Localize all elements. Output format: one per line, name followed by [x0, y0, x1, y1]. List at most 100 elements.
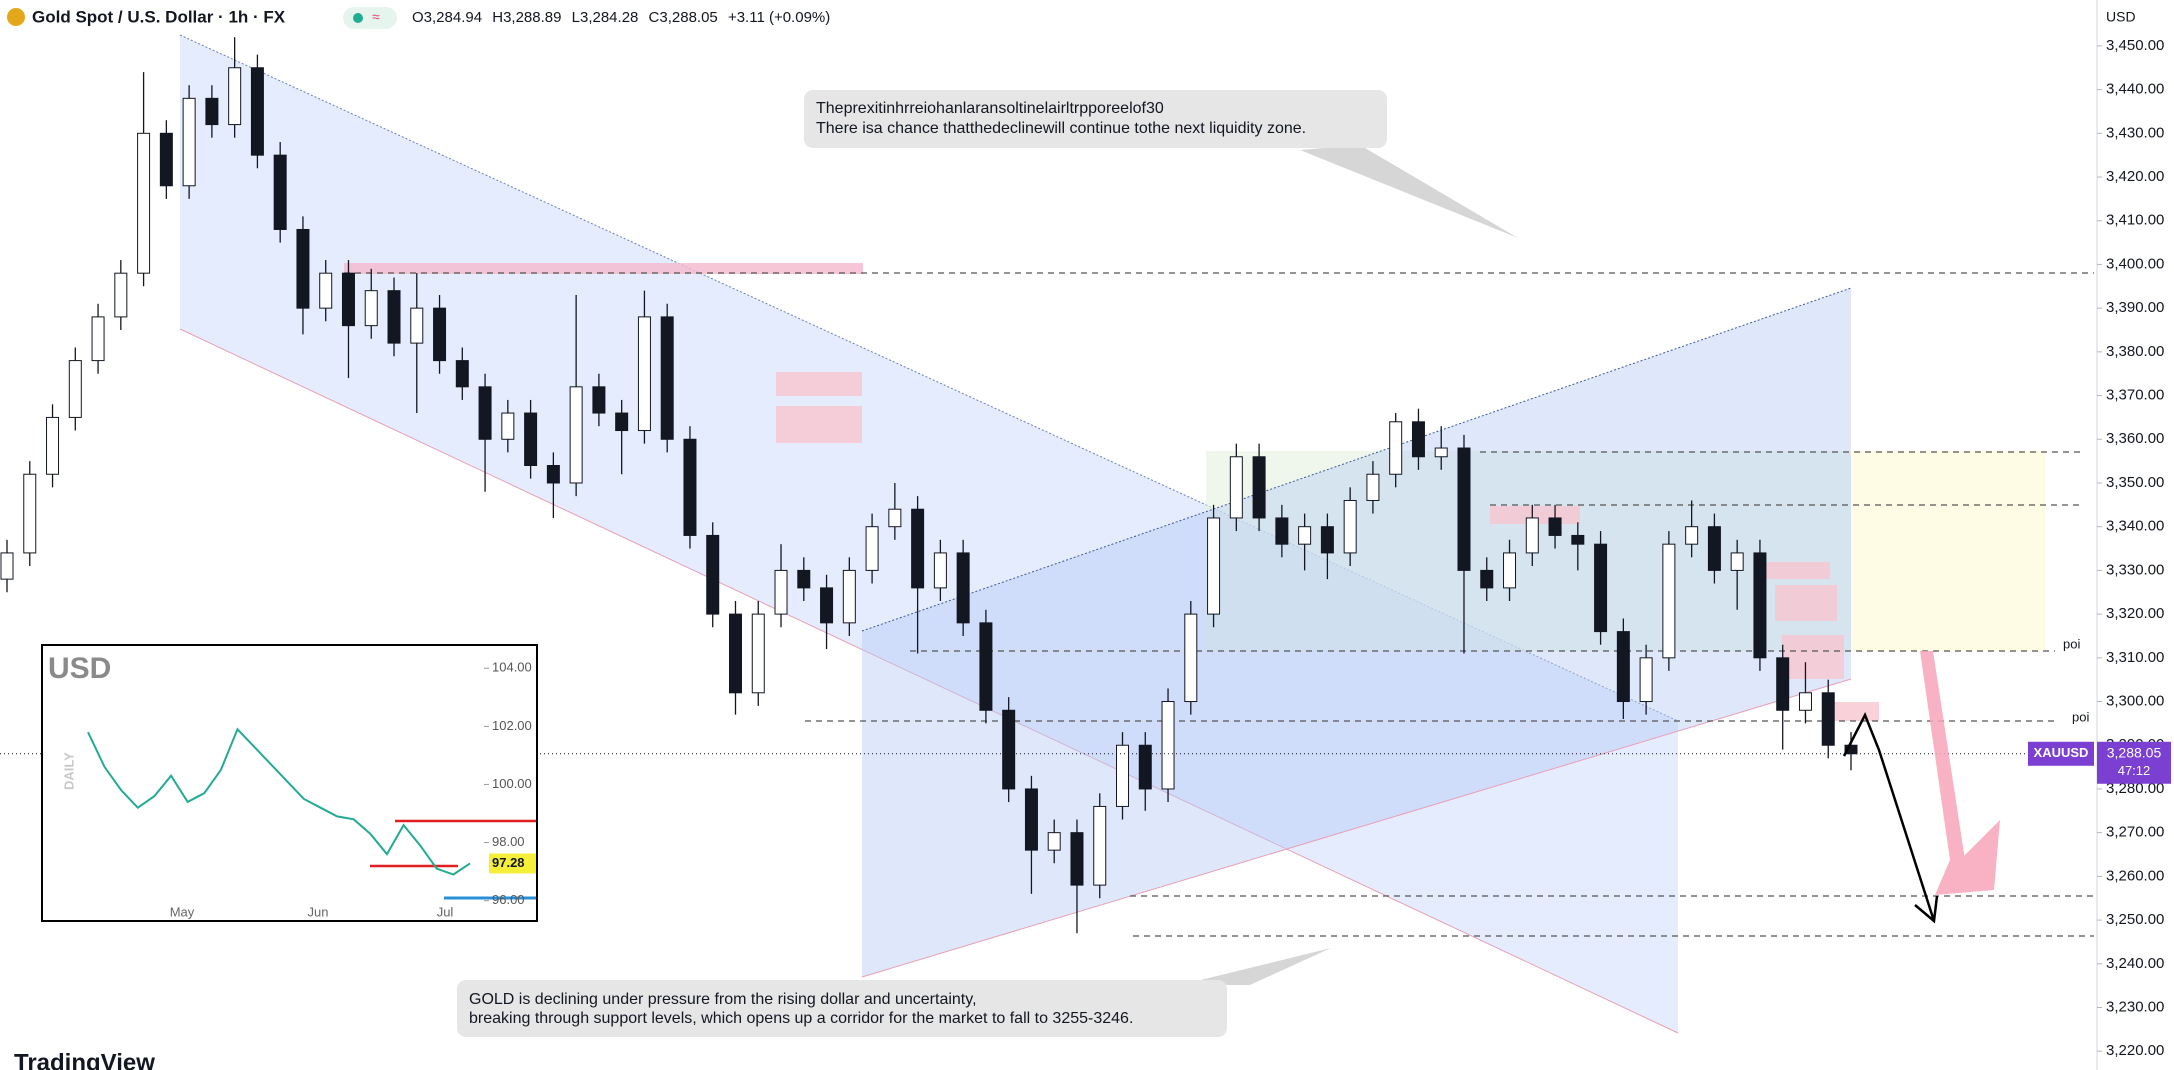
- candle-body: [1002, 709, 1016, 790]
- supply-zone: [1754, 562, 1830, 579]
- candle-body: [637, 316, 651, 432]
- candle-body: [1457, 447, 1471, 571]
- y-tick-label: 3,380.00: [2106, 343, 2164, 360]
- candle-body: [751, 613, 765, 694]
- candle-body: [1821, 692, 1835, 746]
- arrowhead: [1914, 895, 1939, 924]
- change: +3.11 (+0.09%): [728, 9, 830, 26]
- candle-body: [592, 386, 606, 414]
- candle-body: [23, 473, 37, 554]
- y-tick-label: 3,320.00: [2106, 605, 2164, 622]
- candle-body: [1571, 534, 1585, 545]
- candle-body: [1548, 517, 1562, 536]
- candle-body: [1047, 832, 1061, 851]
- zone: [1851, 451, 2045, 651]
- status-pill[interactable]: [343, 7, 397, 29]
- candle-body: [387, 290, 401, 344]
- channel-line: [179, 328, 1679, 1034]
- candle-body: [1798, 692, 1812, 711]
- symbol-tag: XAUUSD: [2034, 745, 2089, 760]
- y-tick-label: 3,250.00: [2106, 911, 2164, 928]
- symbol-title: Gold Spot / U.S. Dollar · 1h · FX: [32, 7, 286, 26]
- last-price-box[interactable]: [2097, 741, 2171, 784]
- poi-label: poi: [2072, 709, 2089, 724]
- candle-body: [0, 552, 14, 580]
- y-tick-label: 3,430.00: [2106, 124, 2164, 141]
- ohlc-value: 3,288.05: [659, 9, 717, 26]
- y-tick-label: 3,230.00: [2106, 998, 2164, 1015]
- candle-body: [797, 569, 811, 589]
- candle-body: [1753, 552, 1767, 659]
- ohlc-value: 3,284.94: [424, 9, 482, 26]
- candle-body: [1298, 526, 1312, 545]
- supply-zone: [1782, 635, 1844, 679]
- candle-body: [1116, 744, 1130, 807]
- supply-zone: [1775, 585, 1837, 621]
- symbol-icon: [7, 8, 25, 26]
- pink-arrow: [1920, 651, 2000, 895]
- inset-chart: USD DAILY May Jun Jul 104.00 102.00 100.00…: [41, 644, 538, 922]
- candle-body: [1707, 526, 1721, 571]
- y-tick-label: 3,410.00: [2106, 212, 2164, 229]
- candle-body: [273, 154, 287, 230]
- candle-body: [1207, 517, 1221, 615]
- last-price: 3,288.05: [2107, 744, 2162, 760]
- candle-body: [205, 97, 219, 126]
- candle-body: [683, 438, 697, 536]
- candle-body: [933, 552, 947, 589]
- candle-body: [911, 508, 925, 589]
- note-box: [457, 980, 1227, 1037]
- candle-body: [341, 272, 355, 327]
- note-text: There isa chance thatthedeclinewill cont…: [816, 120, 1306, 137]
- candle-body: [842, 569, 856, 624]
- candle-body: [364, 290, 378, 327]
- y-tick-label: 3,280.00: [2106, 780, 2164, 797]
- candle-body: [1366, 473, 1380, 501]
- ohlc-label: H: [492, 9, 503, 26]
- candle-body: [319, 272, 333, 309]
- candle-body: [728, 613, 742, 694]
- ohlc-value: 3,288.89: [503, 9, 561, 26]
- candle-body: [569, 386, 583, 484]
- y-tick-label: 3,400.00: [2106, 255, 2164, 272]
- inset-last-box: [489, 853, 536, 874]
- poi-label: poi: [2063, 636, 2080, 651]
- candles: [0, 37, 1858, 934]
- channel-line: [861, 287, 1852, 632]
- candle-body: [68, 360, 82, 418]
- inset-tick-label: 96.00: [492, 892, 525, 907]
- candle-body: [114, 272, 128, 318]
- symbol-tag-box: [2028, 741, 2094, 766]
- candle-body: [182, 97, 196, 187]
- candle-body: [524, 412, 538, 467]
- y-tick-label: 3,330.00: [2106, 561, 2164, 578]
- candle-body: [410, 307, 424, 344]
- candle-body: [1616, 631, 1630, 703]
- candle-body: [1776, 657, 1790, 711]
- candle-body: [1138, 744, 1152, 790]
- price-axis: [2097, 0, 2174, 1070]
- inset-line: [87, 727, 471, 876]
- candle-body: [1685, 526, 1699, 545]
- candle-body: [1161, 701, 1175, 790]
- candle-body: [1730, 552, 1744, 571]
- candle-body: [455, 360, 469, 388]
- ohlc-label: C: [649, 9, 660, 26]
- inset-month: May: [170, 904, 195, 919]
- y-tick-label: 3,220.00: [2106, 1042, 2164, 1059]
- y-tick-label: 3,370.00: [2106, 387, 2164, 404]
- ohlc: O3,284.94 H3,288.89 L3,284.28 C3,288.05 …: [412, 9, 830, 26]
- ohlc-label: O: [412, 9, 424, 26]
- candle-body: [1024, 788, 1038, 851]
- inset-tick-label: 100.00: [492, 776, 532, 791]
- note-box: [804, 90, 1387, 148]
- note-text: GOLD is declining under pressure from th…: [469, 991, 977, 1008]
- candle-body: [1434, 447, 1448, 458]
- y-tick-label: 3,390.00: [2106, 299, 2164, 316]
- candle-body: [1503, 552, 1517, 589]
- candle-body: [888, 508, 902, 528]
- candle-body: [137, 132, 151, 274]
- y-tick-label: 3,310.00: [2106, 649, 2164, 666]
- candle-body: [296, 228, 310, 309]
